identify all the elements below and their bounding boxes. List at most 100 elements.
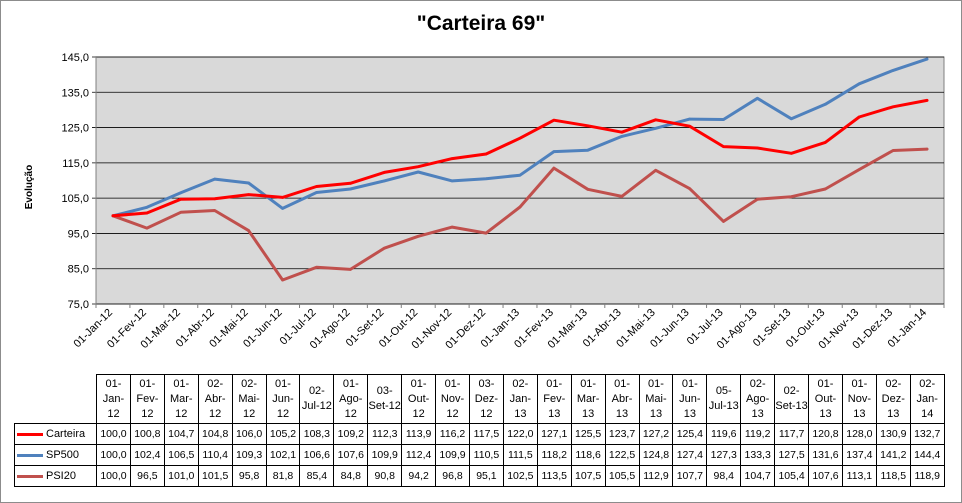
y-tick-label: 135,0 (61, 87, 89, 99)
table-cell: 96,8 (435, 465, 470, 487)
data-point-carteira (416, 165, 420, 169)
table-cell: 95,1 (468, 465, 504, 487)
table-cell: 105,4 (774, 465, 810, 487)
table-cell: 107,5 (570, 465, 606, 487)
legend-key-psi20: PSI20 (14, 465, 97, 487)
y-tick-label: 95,0 (68, 228, 89, 240)
table-cell: 104,7 (740, 465, 776, 487)
y-tick-label: 105,0 (61, 193, 89, 205)
table-cell: 106,0 (231, 423, 267, 445)
table-header-row: 01-Jan-12 01-Fev-12 01-Mar-12 02-Abr-12 02-M… (15, 374, 945, 424)
table-cell: 102,5 (502, 465, 538, 487)
data-point-carteira (722, 145, 725, 148)
table-cell: 110,5 (468, 444, 504, 466)
table-cell: 120,8 (808, 423, 843, 445)
data-point-sp500 (790, 117, 793, 121)
data-point-carteira (450, 157, 454, 160)
data-point-carteira (145, 211, 149, 215)
table-header-cell: 01-Mar-13 (570, 374, 606, 424)
table-cell: 119,6 (706, 423, 742, 445)
table-cell: 104,7 (163, 423, 199, 445)
table-cell: 127,4 (672, 444, 708, 466)
data-point-carteira (213, 197, 217, 201)
table-cell: 116,2 (435, 423, 470, 445)
table-cell: 104,8 (197, 423, 233, 445)
data-point-psi20 (823, 187, 827, 191)
table-cell: 84,8 (333, 465, 369, 487)
table-header-cell: 02-Jul-12 (299, 374, 335, 424)
data-point-psi20 (722, 220, 725, 223)
table-corner (15, 375, 97, 424)
legend-key-sp500: SP500 (14, 444, 97, 466)
data-point-sp500 (654, 126, 657, 130)
table-cell: 127,1 (536, 423, 572, 445)
data-point-carteira (349, 182, 352, 185)
table-header-cell: 03-Set-12 (367, 374, 403, 424)
data-point-psi20 (315, 266, 318, 269)
data-point-carteira (688, 124, 691, 128)
table-cell: 109,9 (367, 444, 403, 466)
data-point-sp500 (586, 148, 590, 152)
table-header-cell: 01-Fev-12 (129, 374, 165, 424)
data-point-sp500 (925, 57, 929, 61)
table-header-cell: 01-Ago-12 (333, 374, 369, 424)
table-header-cell: 01-Mar-12 (163, 374, 199, 424)
data-point-sp500 (179, 191, 183, 195)
table-cell: 110,4 (197, 444, 233, 466)
chart-plot: 75,0 85,0 95,0 105,0 115,0 125,0 135,0 145,0 01… (61, 52, 945, 351)
table-header-cell: 01-Fev-13 (536, 374, 572, 424)
chart-title: "Carteira 69" (416, 12, 546, 35)
y-tick-label: 145,0 (61, 52, 89, 64)
table-header-cell: 01-Out-12 (401, 374, 437, 424)
table-cell: 122,5 (604, 444, 640, 466)
legend-swatch (17, 453, 43, 457)
data-point-sp500 (450, 179, 454, 183)
data-point-sp500 (722, 118, 725, 121)
data-point-psi20 (383, 246, 386, 250)
data-point-sp500 (620, 135, 624, 138)
table-cell: 124,8 (638, 444, 674, 466)
data-point-carteira (484, 152, 488, 156)
table-cell: 100,0 (96, 423, 131, 445)
data-table: 01-Jan-12 01-Fev-12 01-Mar-12 02-Abr-12 02-M… (14, 374, 945, 487)
data-point-psi20 (179, 210, 183, 214)
table-cell: 118,9 (909, 465, 945, 487)
table-cell: 112,4 (401, 444, 437, 466)
data-point-sp500 (891, 69, 895, 72)
table-cell: 133,3 (740, 444, 776, 466)
data-point-carteira (315, 185, 318, 188)
table-cell: 118,2 (536, 444, 572, 466)
table-cell: 125,5 (570, 423, 606, 445)
table-row: Carteira 100,0 100,8 104,7 104,8 106,0 105,2 10… (14, 423, 945, 445)
table-header-cell: 01-Abr-13 (604, 374, 640, 424)
table-cell: 100,8 (129, 423, 165, 445)
table-cell: 95,8 (231, 465, 267, 487)
table-cell: 141,2 (875, 444, 911, 466)
table-header-cell: 01-Jun-13 (672, 374, 708, 424)
data-point-psi20 (213, 209, 217, 212)
data-point-sp500 (247, 181, 250, 185)
table-cell: 127,3 (706, 444, 742, 466)
y-tick-label: 115,0 (62, 158, 89, 170)
legend-swatch (17, 432, 43, 436)
table-cell: 81,8 (265, 465, 301, 487)
table-cell: 98,4 (706, 465, 742, 487)
table-cell: 117,7 (774, 423, 810, 445)
table-header-cell: 02-Jan-13 (502, 374, 538, 424)
data-point-carteira (620, 130, 624, 134)
table-header-cell: 01-Jan-12 (96, 374, 131, 424)
data-point-psi20 (416, 234, 420, 238)
table-header-cell: 01-Out-13 (808, 374, 843, 424)
table-cell: 107,6 (333, 444, 369, 466)
table-cell: 107,7 (672, 465, 708, 487)
table-header-cell: 05-Jul-13 (706, 374, 742, 424)
y-tick-label: 75,0 (68, 299, 89, 311)
data-point-sp500 (145, 206, 149, 209)
y-tick-label: 85,0 (68, 264, 89, 276)
data-point-sp500 (315, 191, 318, 194)
table-cell: 132,7 (909, 423, 945, 445)
table-cell: 109,3 (231, 444, 267, 466)
table-header-cell: 02-Abr-12 (197, 374, 233, 424)
data-point-psi20 (484, 231, 488, 235)
data-point-carteira (383, 171, 386, 174)
